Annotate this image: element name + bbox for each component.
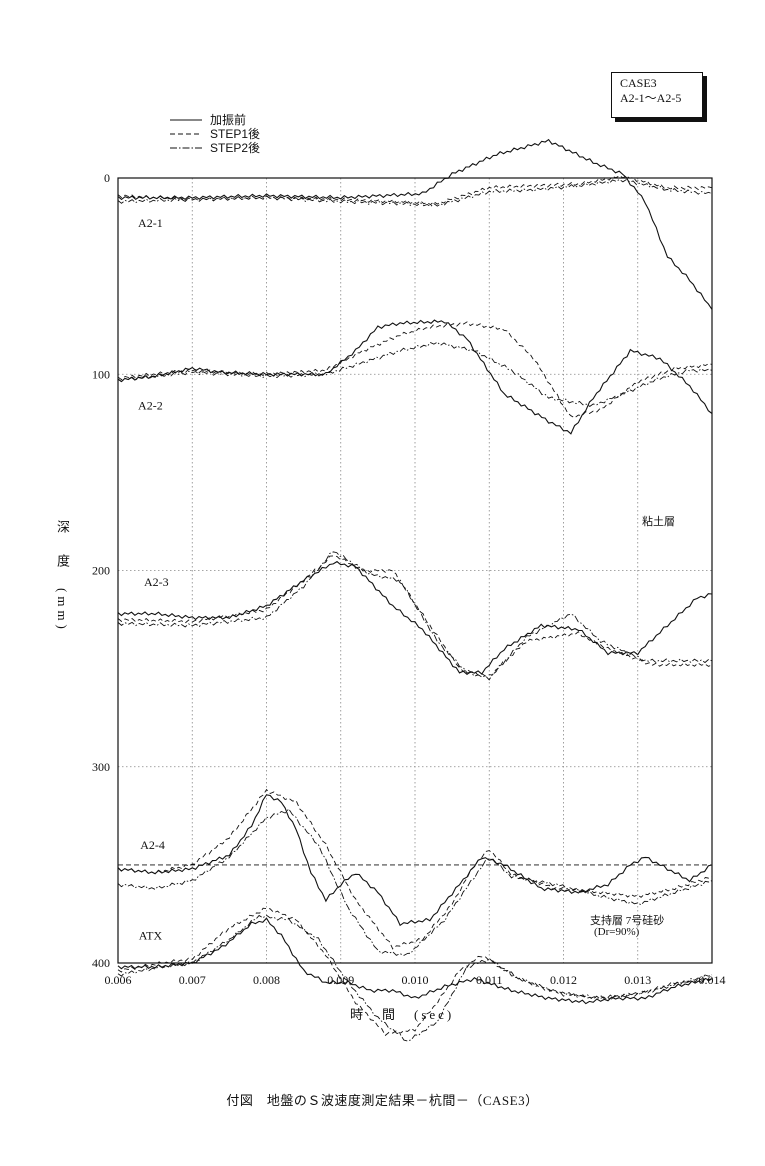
trace-label: A2-4	[140, 838, 165, 852]
series-dashed	[117, 555, 713, 677]
series-solid	[117, 560, 713, 675]
case-box: CASE3 A2-1～A2-5	[611, 72, 703, 118]
x-tick-label: 0.012	[550, 973, 577, 987]
x-tick-label: 0.007	[179, 973, 206, 987]
x-tick-label: 0.011	[476, 973, 503, 987]
trace-a2-3	[117, 551, 713, 681]
x-axis-label: 時 間 (sec)	[350, 1007, 455, 1022]
case-box-line1: CASE3	[620, 76, 657, 90]
y-tick-label: 100	[92, 367, 110, 381]
y-axis-label: 深 度 (mm)	[55, 520, 70, 633]
trace-labels: A2-1 A2-2 A2-3 A2-4 ATX	[138, 216, 169, 942]
grid-lines	[118, 178, 712, 963]
x-tick-label: 0.014	[699, 973, 726, 987]
series-dashdot	[117, 914, 713, 1042]
series-dashed	[117, 175, 713, 206]
series-dashdot	[117, 341, 713, 407]
trace-atx	[117, 907, 713, 1042]
trace-label: A2-1	[138, 216, 163, 230]
series-dashed	[117, 321, 713, 419]
trace-label: A2-3	[144, 575, 169, 589]
series-dashdot	[117, 808, 713, 956]
legend-label: STEP2後	[210, 141, 260, 155]
clay-layer-label: 粘土層	[642, 516, 675, 528]
plot-frame	[117, 177, 713, 964]
x-tick-label: 0.013	[624, 973, 651, 987]
trace-a2-1	[117, 138, 713, 310]
figure-caption: 付図 地盤のＳ波速度測定結果－杭間－（CASE3）	[226, 1093, 539, 1108]
series-dashdot	[117, 551, 713, 681]
bearing-layer-label: 支持層 7号硅砂	[590, 915, 665, 927]
bearing-layer-density: (Dr=90%)	[594, 926, 640, 938]
x-tick-label: 0.010	[402, 973, 429, 987]
trace-label: A2-2	[138, 399, 163, 413]
y-tick-label: 200	[92, 564, 110, 578]
legend-label: STEP1後	[210, 127, 260, 141]
series-dashdot	[117, 178, 713, 208]
trace-label: ATX	[139, 928, 163, 942]
case-box-line2: A2-1～A2-5	[620, 91, 682, 105]
x-tick-label: 0.006	[105, 973, 132, 987]
series-solid	[117, 319, 713, 435]
series-dashed	[117, 907, 713, 1037]
series-solid	[117, 138, 713, 310]
trace-lines	[117, 138, 713, 1042]
x-tick-label: 0.008	[253, 973, 280, 987]
trace-a2-4	[117, 788, 713, 956]
tick-labels: 0.006 0.007 0.008 0.009 0.010 0.011 0.012 0.013…	[92, 171, 726, 987]
x-tick-label: 0.009	[327, 973, 354, 987]
series-solid	[117, 794, 713, 927]
legend-label: 加振前	[210, 112, 246, 127]
y-tick-label: 0	[104, 171, 110, 185]
y-tick-label: 300	[92, 760, 110, 774]
y-tick-label: 400	[92, 956, 110, 970]
trace-a2-2	[117, 319, 713, 435]
plot-border	[117, 177, 713, 964]
